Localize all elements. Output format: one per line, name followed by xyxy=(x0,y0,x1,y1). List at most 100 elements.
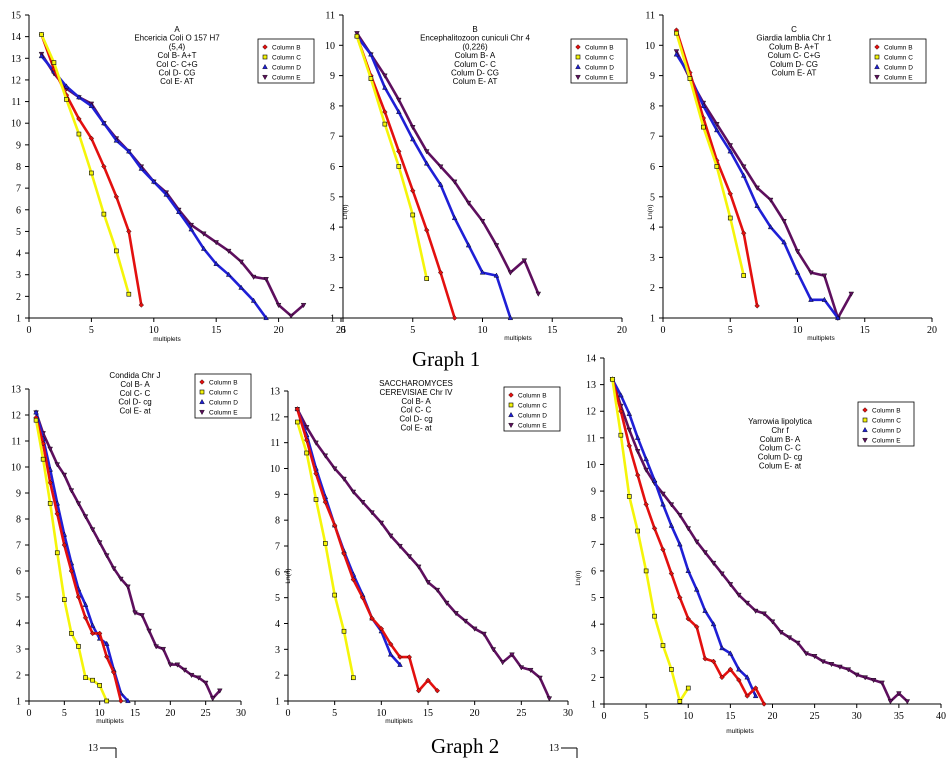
data-point-column-e xyxy=(213,240,219,246)
data-point-column-e xyxy=(848,291,855,297)
chart-annotation-line: Col D- cg xyxy=(118,398,151,407)
data-point-column-d xyxy=(794,269,801,275)
data-point-column-b xyxy=(396,148,402,155)
legend: Column B Column C Column D Column E xyxy=(869,38,927,84)
data-point-column-b xyxy=(68,568,75,574)
data-point-column-e xyxy=(767,197,774,203)
legend-entry: Column D xyxy=(209,400,238,407)
data-point-column-c xyxy=(652,613,657,619)
data-point-column-e xyxy=(811,654,818,660)
data-point-column-e xyxy=(854,672,860,678)
data-point-column-d xyxy=(651,477,658,483)
legend-marker xyxy=(199,389,205,395)
data-point-column-e xyxy=(250,274,257,280)
legend: Column B Column C Column D Column E xyxy=(194,373,252,419)
series-line-column-b xyxy=(355,34,456,320)
data-point-column-e xyxy=(387,533,394,539)
data-point-column-d xyxy=(685,567,691,573)
data-point-column-e xyxy=(879,680,885,686)
data-point-column-b xyxy=(643,501,649,508)
y-tick-label: 7 xyxy=(330,132,335,143)
data-point-column-e xyxy=(518,665,525,671)
data-point-column-d xyxy=(151,178,157,184)
series-column-b xyxy=(33,414,124,704)
data-point-column-b xyxy=(719,674,725,681)
data-point-column-d xyxy=(410,136,416,142)
series-column-c xyxy=(295,419,356,681)
series-line-column-c xyxy=(675,31,746,277)
data-point-column-d xyxy=(668,522,675,528)
legend-marker xyxy=(862,426,868,432)
data-point-column-d xyxy=(736,666,742,672)
data-point-column-e xyxy=(103,553,110,559)
series-column-c xyxy=(354,33,430,281)
data-point-column-e xyxy=(845,667,852,673)
data-point-column-c xyxy=(126,291,132,297)
data-point-column-c xyxy=(701,124,706,130)
y-tick-label: 10 xyxy=(645,41,655,52)
data-point-column-d xyxy=(744,674,750,680)
x-tick-label: 15 xyxy=(725,711,735,722)
data-point-column-e xyxy=(795,640,801,646)
y-tick-label: 11 xyxy=(586,433,596,444)
y-tick-label: 4 xyxy=(650,223,655,234)
legend-entry: Column B xyxy=(272,45,301,52)
data-point-column-e xyxy=(188,673,195,679)
data-point-column-e xyxy=(89,527,96,533)
x-tick-label: 20 xyxy=(165,708,175,719)
data-point-column-d xyxy=(397,661,403,667)
data-point-column-e xyxy=(481,631,487,637)
data-point-column-c xyxy=(76,644,81,649)
data-point-column-d xyxy=(660,501,666,507)
legend-marker xyxy=(508,402,514,408)
x-tick-label: 0 xyxy=(341,325,346,336)
data-point-column-d xyxy=(727,148,733,154)
series-column-b xyxy=(609,376,767,707)
data-point-column-d xyxy=(693,586,700,592)
legend-entry: Column C xyxy=(884,55,913,62)
x-tick-label: 25 xyxy=(516,708,526,719)
y-tick-label: 9 xyxy=(16,140,21,151)
data-point-column-c xyxy=(618,432,624,438)
series-column-e xyxy=(33,410,223,702)
data-point-column-e xyxy=(406,554,413,560)
y-tick-label: 10 xyxy=(325,41,335,52)
chart-annotation-line: Colum C- C xyxy=(454,60,496,69)
series-line-column-b xyxy=(295,407,439,693)
y-tick-label: 14 xyxy=(586,354,596,365)
data-point-column-e xyxy=(727,582,734,588)
data-point-column-b xyxy=(752,685,759,691)
bottom-fragment-right-tick: 13 xyxy=(549,743,559,754)
data-point-column-c xyxy=(295,419,300,425)
data-point-column-e xyxy=(509,652,515,658)
x-tick-label: 30 xyxy=(852,711,862,722)
x-tick-label: 5 xyxy=(332,708,337,719)
chart-annotation-line: Col B- A xyxy=(401,397,431,406)
y-tick-label: 11 xyxy=(270,438,280,449)
legend-entry: Column C xyxy=(872,418,901,425)
x-tick-label: 25 xyxy=(336,325,346,336)
data-point-column-e xyxy=(752,608,759,614)
legend-entry: Column C xyxy=(209,390,238,397)
data-point-column-d xyxy=(423,160,430,166)
series-line-column-d xyxy=(40,54,268,320)
y-tick-label: 2 xyxy=(275,671,280,682)
data-point-column-e xyxy=(820,659,826,665)
series-column-c xyxy=(674,30,747,278)
data-point-column-e xyxy=(896,691,902,697)
data-point-column-e xyxy=(415,564,422,570)
chart-annotation-line: Col E- at xyxy=(400,424,432,433)
data-point-column-e xyxy=(200,231,207,237)
y-tick-label: 12 xyxy=(11,411,21,422)
x-tick-label: 5 xyxy=(62,708,67,719)
data-point-column-b xyxy=(104,654,110,660)
y-tick-label: 2 xyxy=(16,671,21,682)
chart-annotation-line: Colum C- C xyxy=(759,444,801,453)
chart-annotation-line: Colum C- C+G xyxy=(768,51,821,60)
chart-annotation-line: Colum E- AT xyxy=(453,77,498,86)
data-point-column-e xyxy=(202,680,209,686)
x-tick-label: 20 xyxy=(927,325,937,336)
legend-entry: Column E xyxy=(872,438,901,445)
